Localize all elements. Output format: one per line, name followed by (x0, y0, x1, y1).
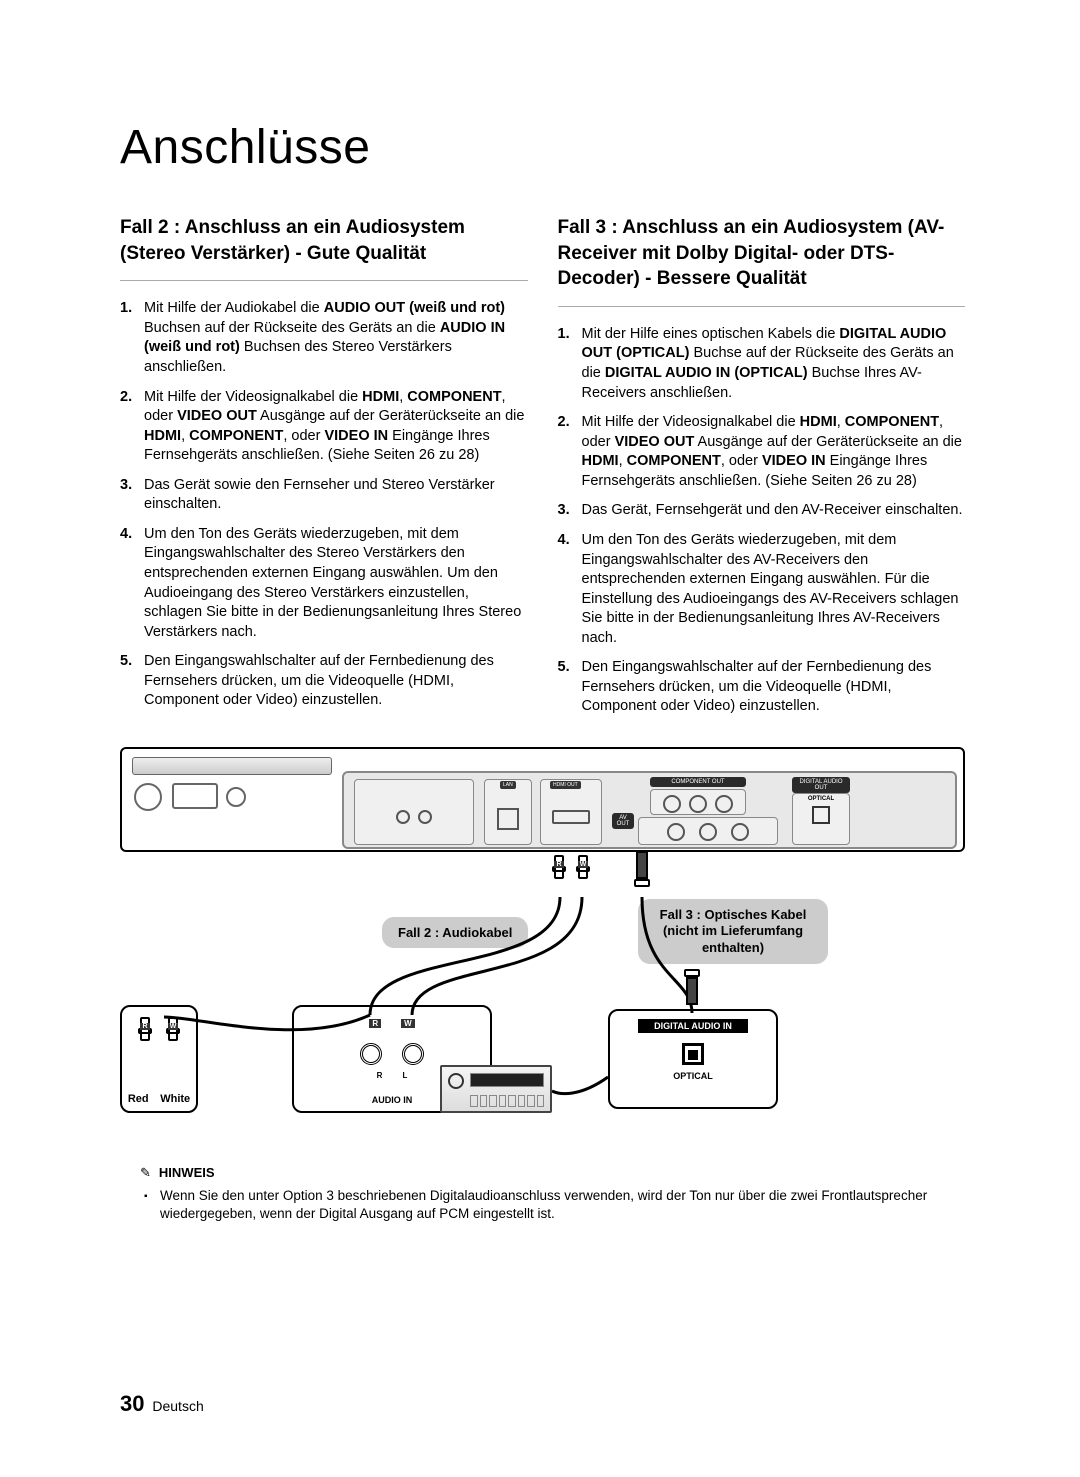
list-item: Das Gerät, Fernsehgerät und den AV-Recei… (558, 501, 966, 521)
right-list: Mit der Hilfe eines optischen Kabels die… (558, 325, 966, 717)
note-section: HINWEIS Wenn Sie den unter Option 3 besc… (120, 1165, 965, 1223)
page-number: 30 (120, 1391, 144, 1416)
optical-plug-top (634, 851, 650, 895)
connection-diagram: COMPONENT OUT AV OUT DIGITAL AUDIO OUT O… (120, 747, 965, 1147)
list-item: Um den Ton des Geräts wiederzugeben, mit… (120, 525, 528, 642)
left-list: Mit Hilfe der Audiokabel die AUDIO OUT (… (120, 299, 528, 711)
callout-optisch: Fall 3 : Optisches Kabel (nicht im Liefe… (638, 899, 828, 964)
left-column: Fall 2 : Anschluss an ein Audiosystem (S… (120, 215, 528, 727)
list-item: Mit der Hilfe eines optischen Kabels die… (558, 325, 966, 403)
list-item: Mit Hilfe der Videosignalkabel die HDMI,… (558, 413, 966, 491)
list-item: Mit Hilfe der Audiokabel die AUDIO OUT (… (120, 299, 528, 377)
note-body: Wenn Sie den unter Option 3 beschriebene… (140, 1187, 965, 1223)
rca-plugs-top: R W (552, 855, 590, 895)
rear-panel-ports: COMPONENT OUT AV OUT DIGITAL AUDIO OUT O… (342, 771, 957, 849)
optical-plug-bottom (684, 969, 700, 1013)
language-label: Deutsch (152, 1398, 203, 1414)
right-column: Fall 3 : Anschluss an ein Audiosystem (A… (558, 215, 966, 727)
device-rear-panel: COMPONENT OUT AV OUT DIGITAL AUDIO OUT O… (120, 747, 965, 852)
list-item: Mit Hilfe der Videosignalkabel die HDMI,… (120, 388, 528, 466)
av-receiver-illustration (440, 1065, 552, 1113)
digital-audio-in-box: DIGITAL AUDIO IN OPTICAL (608, 1009, 778, 1109)
list-item: Den Eingangswahlschalter auf der Fernbed… (120, 652, 528, 711)
callout-audiokabel: Fall 2 : Audiokabel (382, 917, 528, 948)
rca-legend-box: R W Red White (120, 1005, 198, 1113)
list-item: Den Eingangswahlschalter auf der Fernbed… (558, 658, 966, 717)
list-item: Um den Ton des Geräts wiederzugeben, mit… (558, 531, 966, 648)
right-heading: Fall 3 : Anschluss an ein Audiosystem (A… (558, 215, 966, 307)
list-item: Das Gerät sowie den Fernseher und Stereo… (120, 476, 528, 515)
rca-white-label: White (160, 1093, 190, 1105)
rca-red-label: Red (128, 1093, 149, 1105)
page-footer: 30 Deutsch (120, 1391, 204, 1417)
page-title: Anschlüsse (120, 120, 965, 175)
left-heading: Fall 2 : Anschluss an ein Audiosystem (S… (120, 215, 528, 281)
note-label: HINWEIS (140, 1165, 965, 1181)
